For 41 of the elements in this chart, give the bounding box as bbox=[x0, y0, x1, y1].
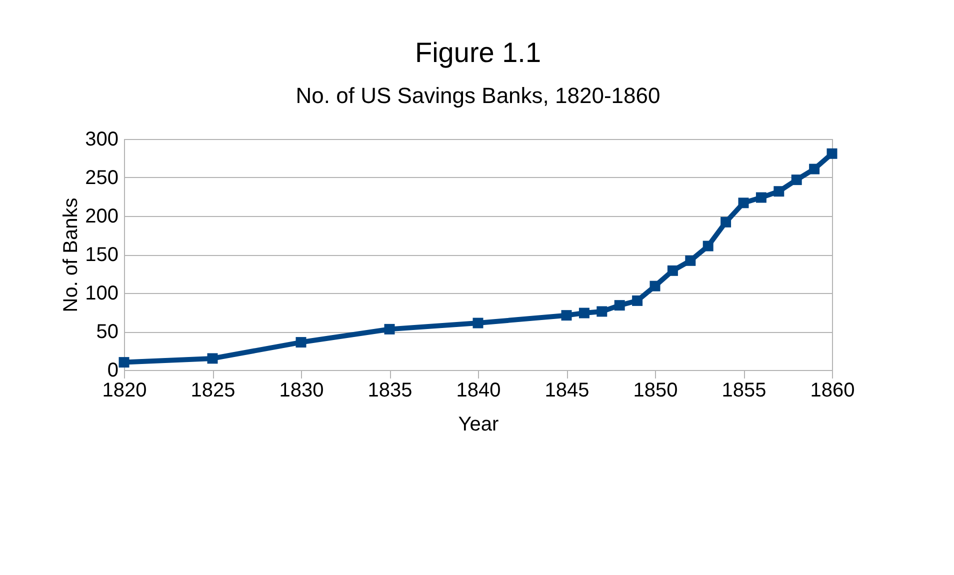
point bbox=[738, 198, 749, 208]
chart-title: Figure 1.1 bbox=[414, 37, 542, 68]
x-tick-label: 1830 bbox=[279, 380, 324, 402]
y-tick-label: 150 bbox=[85, 244, 118, 266]
x-tick-label: 1820 bbox=[102, 380, 147, 402]
x-tick-label: 1845 bbox=[544, 380, 590, 402]
y-tick-label: 300 bbox=[85, 128, 118, 150]
point bbox=[561, 310, 572, 321]
y-axis-title: No. of Banks bbox=[60, 198, 82, 312]
point bbox=[596, 306, 608, 317]
point bbox=[756, 192, 766, 203]
point bbox=[667, 265, 678, 276]
x-tick-label: 1855 bbox=[722, 380, 766, 402]
point bbox=[650, 280, 660, 292]
point bbox=[472, 318, 484, 328]
point bbox=[774, 186, 784, 197]
x-axis-title: Year bbox=[458, 414, 500, 436]
y-tick-label: 200 bbox=[85, 206, 118, 228]
point bbox=[296, 337, 306, 348]
x-tick-label: 1825 bbox=[190, 380, 236, 402]
y-tick-label: 50 bbox=[96, 321, 118, 343]
y-tick-label: 250 bbox=[85, 167, 118, 189]
point bbox=[614, 300, 625, 311]
point bbox=[685, 255, 696, 266]
point bbox=[809, 164, 820, 174]
x-tick-label: 1840 bbox=[456, 380, 501, 402]
point bbox=[826, 148, 838, 159]
y-tick-label: 100 bbox=[85, 282, 118, 304]
x-tick-label: 1835 bbox=[368, 380, 412, 402]
point bbox=[578, 308, 590, 318]
x-tick-label: 1850 bbox=[633, 380, 678, 402]
chart-subtitle: No. of US Savings Banks, 1820-1860 bbox=[296, 83, 660, 108]
point bbox=[702, 240, 714, 252]
point bbox=[207, 353, 218, 364]
y-tick-label: 0 bbox=[107, 360, 118, 382]
point bbox=[384, 324, 395, 334]
point bbox=[118, 357, 130, 368]
point bbox=[720, 216, 732, 228]
point bbox=[632, 295, 643, 306]
x-tick-label: 1860 bbox=[810, 380, 855, 402]
point bbox=[791, 174, 802, 186]
